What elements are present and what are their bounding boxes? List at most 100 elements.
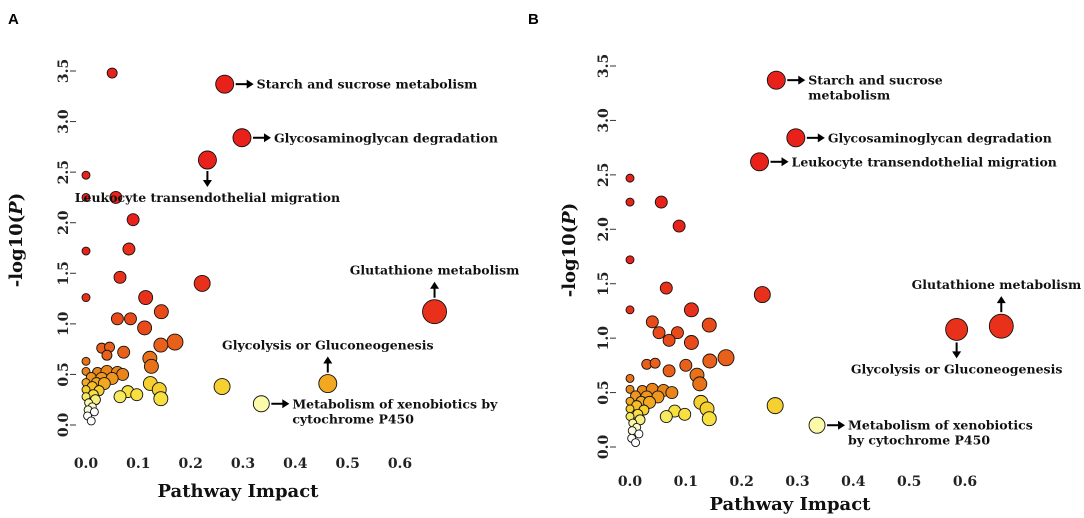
panel-b-letter: B — [528, 11, 539, 28]
x-tick-label: 0.0 — [618, 474, 643, 490]
y-label-italic: P — [6, 201, 27, 216]
panel-a-x-axis-label: Pathway Impact — [158, 481, 320, 502]
pathway-point — [692, 376, 708, 392]
annotation-arrowhead — [282, 399, 290, 409]
panel-a-y-axis: 0.0 0.5 1.0 1.5 2.0 2.5 3.0 3.5 — [56, 59, 76, 437]
annotation-label: Glutathione metabolism — [912, 277, 1082, 292]
annotation-arrowhead — [263, 133, 271, 143]
x-tick-label: 0.0 — [74, 456, 99, 472]
y-tick-label: 3.0 — [596, 108, 612, 133]
pathway-point — [625, 384, 635, 394]
x-tick-label: 0.5 — [335, 456, 359, 472]
y-tick-label: 3.5 — [596, 54, 612, 78]
pathway-point — [701, 317, 717, 333]
panel-a: A Starch and sucrose metabolism Glycosami… — [6, 11, 519, 502]
pathway-point — [625, 373, 635, 383]
pathway-point — [671, 326, 684, 340]
annotation-label: Metabolism of xenobiotics by — [292, 396, 498, 411]
annotation-label: cytochrome P450 — [292, 411, 414, 426]
pathway-point — [678, 407, 692, 421]
panel-b-x-axis-label: Pathway Impact — [710, 494, 872, 515]
pathway-point — [153, 391, 169, 407]
pathway-point — [945, 317, 969, 341]
x-tick-label: 0.1 — [126, 456, 150, 472]
pathway-point — [988, 313, 1014, 339]
pathway-point — [717, 349, 735, 367]
pathway-point — [122, 242, 136, 256]
pathway-point — [193, 274, 211, 292]
pathway-point — [750, 152, 769, 172]
annotation-arrowhead — [430, 281, 440, 289]
pathway-point — [137, 320, 153, 336]
panel-b-x-axis: 0.0 0.1 0.2 0.3 0.4 0.5 0.6 — [618, 474, 977, 490]
pathway-point — [631, 438, 641, 448]
pathway-point — [318, 374, 338, 393]
pathway-point — [81, 293, 91, 303]
pathway-point — [625, 404, 635, 414]
pathway-point — [153, 337, 169, 353]
pathway-point — [701, 411, 717, 427]
annotation-arrowhead — [817, 133, 825, 143]
pathway-point — [683, 302, 699, 318]
x-tick-label: 0.3 — [231, 456, 255, 472]
y-tick-label: 2.0 — [596, 217, 612, 242]
x-tick-label: 0.6 — [388, 456, 412, 472]
panel-b-y-axis-label: -log10(P) — [559, 203, 580, 298]
x-tick-label: 0.3 — [785, 474, 809, 490]
pathway-point — [654, 195, 668, 209]
annotation-label: Glycolysis or Gluconeogenesis — [851, 361, 1063, 376]
annotation-arrowhead — [798, 75, 806, 85]
pathway-point — [81, 170, 91, 180]
pathway-point — [679, 358, 693, 372]
pathway-point — [702, 353, 718, 369]
pathway-point — [124, 312, 137, 326]
y-tick-label: 1.0 — [56, 311, 72, 336]
annotation-arrowhead — [952, 351, 962, 359]
pathway-point — [672, 219, 686, 233]
annotation-label: Glutathione metabolism — [350, 263, 520, 278]
pathway-point — [106, 67, 118, 79]
x-tick-label: 0.2 — [178, 456, 202, 472]
y-label-prefix: -log10( — [6, 215, 27, 287]
panel-a-annotations: Starch and sucrose metabolism Glycosamino… — [75, 77, 520, 427]
annotation-arrowhead — [246, 79, 254, 89]
pathway-point — [215, 74, 235, 94]
panel-b-y-axis: 0.0 0.5 1.0 1.5 2.0 2.5 3.0 3.5 — [596, 54, 616, 459]
y-tick-label: 3.0 — [56, 109, 72, 134]
annotation-label: by cytochrome P450 — [848, 433, 990, 448]
pathway-point — [153, 304, 169, 320]
pathway-point — [130, 388, 144, 402]
pathway-point — [113, 390, 127, 404]
pathway-point — [117, 345, 131, 359]
y-label-suffix: ) — [559, 203, 580, 212]
pathway-point — [213, 378, 231, 396]
y-tick-label: 0.5 — [596, 380, 612, 404]
pathway-point — [126, 213, 140, 227]
annotation-label: Starch and sucrose metabolism — [257, 77, 478, 92]
annotation-label: Starch and sucrose — [808, 73, 943, 88]
pathway-point — [197, 150, 217, 170]
x-tick-label: 0.6 — [953, 474, 977, 490]
pathway-point — [662, 364, 676, 378]
x-tick-label: 0.4 — [841, 474, 866, 490]
pathway-point — [662, 333, 676, 347]
pathway-point — [81, 192, 91, 202]
panel-a-x-axis: 0.0 0.1 0.2 0.3 0.4 0.5 0.6 — [74, 456, 412, 472]
pathway-point — [625, 173, 635, 183]
pathway-point — [110, 312, 124, 326]
pathway-point — [766, 397, 784, 415]
pathway-point — [659, 410, 673, 423]
annotation-arrowhead — [996, 296, 1006, 304]
y-tick-label: 0.0 — [596, 435, 612, 460]
pathway-point — [683, 335, 699, 350]
pathway-point — [89, 407, 99, 417]
pathway-point — [625, 305, 635, 315]
y-tick-label: 1.5 — [596, 272, 612, 296]
annotation-label: Glycosaminoglycan degradation — [274, 130, 498, 145]
pathway-point — [766, 70, 786, 90]
pathway-point — [252, 395, 270, 413]
annotation-label: Glycolysis or Gluconeogenesis — [222, 338, 434, 353]
